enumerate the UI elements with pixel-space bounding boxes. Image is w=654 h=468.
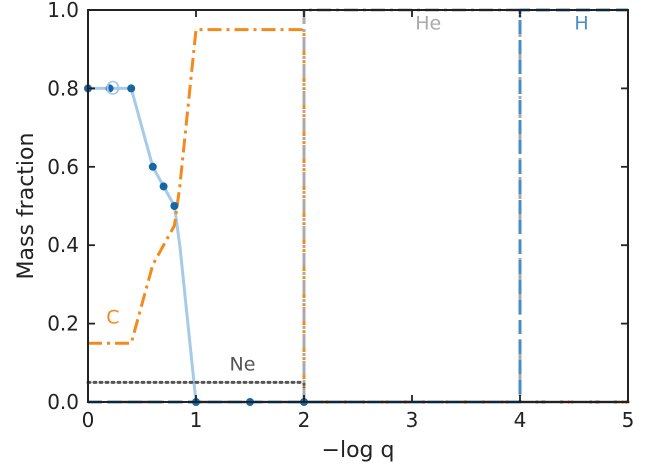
x-tick-label: 2 [298, 408, 311, 432]
data-point [105, 84, 114, 93]
annotation-c: C [106, 307, 119, 329]
y-tick-label: 1.0 [47, 0, 79, 22]
x-tick-label: 4 [514, 408, 527, 432]
data-point [170, 202, 179, 210]
plot-frame [87, 9, 629, 403]
tick-layer: 0 1 2 3 4 5 0.0 0.2 0.4 0.6 0.8 1.0 [47, 0, 634, 432]
y-tick-label: 0.8 [47, 76, 79, 100]
annotation-o: O [105, 77, 120, 99]
series-layer [86, 8, 630, 404]
y-tick-label: 0.0 [47, 390, 79, 414]
series-line-he [88, 8, 628, 404]
x-tick-label: 0 [82, 408, 95, 432]
y-axis-label: Mass fraction [14, 133, 39, 280]
series-line-h [88, 8, 628, 404]
y-tick-label: 0.6 [47, 155, 79, 179]
y-tick-label: 0.2 [47, 312, 79, 336]
y-tick-label: 0.4 [47, 233, 79, 257]
annotation-he: He [415, 13, 441, 35]
data-point [127, 84, 136, 93]
x-tick-label: 5 [622, 408, 635, 432]
series-line-c [88, 28, 628, 404]
data-point [159, 182, 168, 191]
annotation-h: H [574, 13, 588, 35]
x-tick-label: 3 [406, 408, 419, 432]
annotation-layer: O C Ne He H [105, 13, 588, 376]
x-axis-label: −log q [322, 438, 395, 463]
marker-layer [84, 84, 308, 406]
series-line-o [88, 86, 628, 404]
data-point [148, 162, 157, 171]
series-line-ne [86, 380, 630, 404]
x-tick-label: 1 [190, 408, 203, 432]
annotation-ne: Ne [229, 354, 255, 376]
